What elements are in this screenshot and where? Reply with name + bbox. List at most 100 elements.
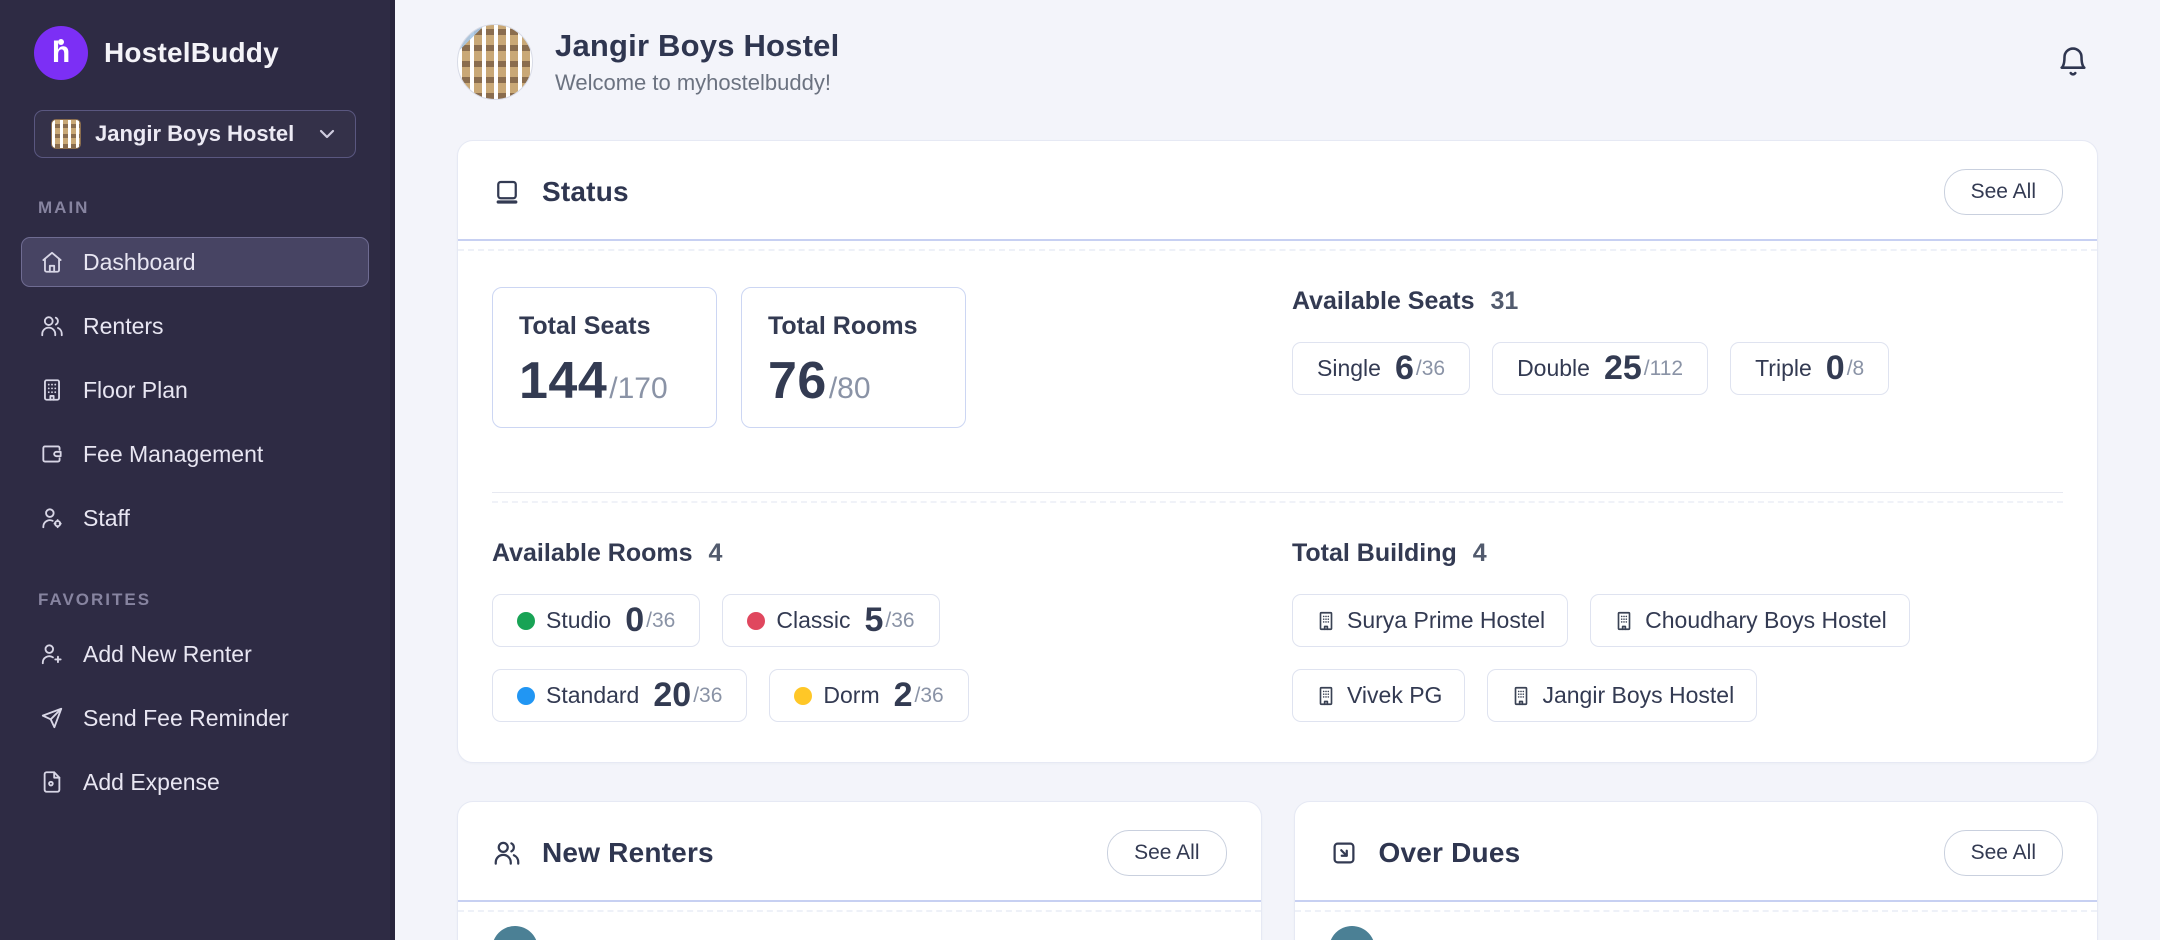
available-seats-label: Available Seats: [1292, 287, 1475, 315]
total-seats-box: Total Seats 144 /170: [492, 287, 717, 428]
pill-value: 0: [1825, 349, 1845, 387]
new-renters-header: New Renters See All: [458, 802, 1261, 900]
pill-value: 25: [1603, 349, 1642, 387]
seat-type-pill-triple: Triple 0 /8: [1730, 342, 1890, 395]
new-renters-title: New Renters: [542, 837, 714, 868]
hostel-selector-label: Jangir Boys Hostel: [95, 121, 295, 146]
status-bottom-row: Available Rooms 4 Studio 0 /36 Classic: [492, 539, 2063, 722]
page-header: Jangir Boys Hostel Welcome to myhostelbu…: [457, 24, 2098, 100]
dorm-dot-icon: [794, 686, 813, 705]
room-type-pill-standard: Standard 20 /36: [492, 669, 748, 722]
total-seats-label: Total Seats: [519, 312, 651, 340]
over-dues-card: Over Dues See All: [1293, 801, 2098, 940]
sidebar-item-label: Renters: [83, 312, 164, 339]
pill-value: 2: [893, 676, 913, 714]
sidebar-item-label: Staff: [83, 504, 130, 531]
pill-label: Single: [1317, 355, 1381, 381]
pill-label: Classic: [776, 607, 851, 633]
pill-label: Triple: [1755, 355, 1812, 381]
status-card-header: Status See All: [458, 141, 2097, 239]
sidebar-item-label: Fee Management: [83, 440, 264, 467]
building-icon: [39, 377, 65, 403]
bell-icon[interactable]: [2048, 37, 2098, 87]
section-label-main: MAIN: [38, 198, 90, 217]
user-gear-icon: [39, 505, 65, 531]
building-pill-label: Vivek PG: [1347, 682, 1443, 708]
seat-type-pill-double: Double 25 /112: [1492, 342, 1709, 395]
pill-denominator: /112: [1643, 356, 1684, 380]
logo-letter: h: [51, 36, 71, 69]
status-icon: [492, 177, 522, 207]
sidebar-item-add-expense[interactable]: Add Expense: [21, 757, 369, 807]
building-pill-choudhary-boys-hostel[interactable]: Choudhary Boys Hostel: [1590, 594, 1910, 647]
classic-dot-icon: [747, 611, 766, 630]
overdue-arrow-icon: [1329, 838, 1359, 868]
total-rooms-denominator: /80: [828, 372, 871, 405]
available-rooms-section: Available Rooms 4 Studio 0 /36 Classic: [492, 539, 1292, 722]
available-rooms-label: Available Rooms: [492, 539, 693, 567]
users-icon: [492, 838, 522, 868]
pill-value: 6: [1394, 349, 1414, 387]
header-titles: Jangir Boys Hostel Welcome to myhostelbu…: [555, 28, 2048, 96]
pill-denominator: /36: [1415, 356, 1446, 380]
standard-dot-icon: [517, 686, 535, 705]
section-label-favorites: FAVORITES: [38, 590, 152, 609]
over-dues-divider: [1294, 900, 2097, 912]
building-pill-vivek-pg[interactable]: Vivek PG: [1292, 669, 1466, 722]
hostel-selector[interactable]: Jangir Boys Hostel: [34, 110, 356, 158]
due-renter-avatar: [1328, 926, 1375, 940]
over-dues-body: [1295, 902, 2098, 940]
pill-label: Dorm: [823, 682, 880, 708]
total-rooms-box: Total Rooms 76 /80: [741, 287, 966, 428]
sidebar-item-floor-plan[interactable]: Floor Plan: [21, 365, 369, 415]
totals-column: Total Seats 144 /170 Total Rooms 76 /80: [492, 287, 1292, 428]
sidebar-item-renters[interactable]: Renters: [21, 301, 369, 351]
app-logo-icon: h: [34, 26, 88, 80]
pill-value: 20: [653, 676, 692, 714]
pill-label: Studio: [546, 607, 612, 633]
app-name: HostelBuddy: [104, 37, 279, 68]
pill-value: 5: [864, 601, 884, 639]
over-dues-title: Over Dues: [1378, 837, 1521, 868]
file-icon: [39, 769, 65, 795]
status-card-title: Status: [542, 176, 629, 207]
user-plus-icon: [39, 641, 65, 667]
home-icon: [39, 249, 65, 275]
status-card: Status See All Total Seats 144 /170: [457, 140, 2098, 763]
pill-denominator: /36: [693, 683, 723, 707]
building-pill-label: Jangir Boys Hostel: [1542, 682, 1735, 708]
chevron-down-icon: [315, 122, 339, 146]
status-mid-divider: [492, 492, 2063, 503]
new-renters-divider: [458, 900, 1261, 912]
building-icon: [1315, 610, 1337, 632]
sidebar-item-dashboard[interactable]: Dashboard: [21, 237, 369, 287]
sidebar-item-add-new-renter[interactable]: Add New Renter: [21, 629, 369, 679]
sidebar-item-staff[interactable]: Staff: [21, 493, 369, 543]
pill-value: 0: [625, 601, 645, 639]
app-logo-row: h HostelBuddy: [0, 26, 390, 80]
building-photo-thumb: [51, 119, 81, 149]
pill-denominator: /36: [885, 608, 915, 632]
sidebar-item-fee-management[interactable]: Fee Management: [21, 429, 369, 479]
room-type-pill-dorm: Dorm 2 /36: [769, 669, 969, 722]
pill-denominator: /36: [646, 608, 676, 632]
status-top-row: Total Seats 144 /170 Total Rooms 76 /80: [492, 287, 2063, 428]
sidebar-item-label: Add Expense: [83, 768, 220, 795]
logo-dot: [58, 39, 64, 45]
total-building-label: Total Building: [1292, 539, 1457, 567]
sidebar-item-send-fee-reminder[interactable]: Send Fee Reminder: [21, 693, 369, 743]
new-renters-card: New Renters See All: [457, 801, 1262, 940]
total-seats-value: 144: [519, 352, 608, 410]
total-rooms-value: 76: [768, 352, 827, 410]
room-type-pill-classic: Classic 5 /36: [722, 594, 940, 647]
new-renters-see-all-button[interactable]: See All: [1107, 830, 1227, 876]
over-dues-header: Over Dues See All: [1295, 802, 2098, 900]
pill-denominator: /36: [914, 683, 944, 707]
pill-label: Standard: [546, 682, 640, 708]
over-dues-see-all-button[interactable]: See All: [1943, 830, 2063, 876]
building-pill-jangir-boys-hostel[interactable]: Jangir Boys Hostel: [1487, 669, 1758, 722]
building-pill-surya-prime-hostel[interactable]: Surya Prime Hostel: [1292, 594, 1569, 647]
available-seats-count: 31: [1490, 287, 1519, 315]
page-subtitle: Welcome to myhostelbuddy!: [555, 70, 831, 95]
status-see-all-button[interactable]: See All: [1943, 169, 2063, 215]
